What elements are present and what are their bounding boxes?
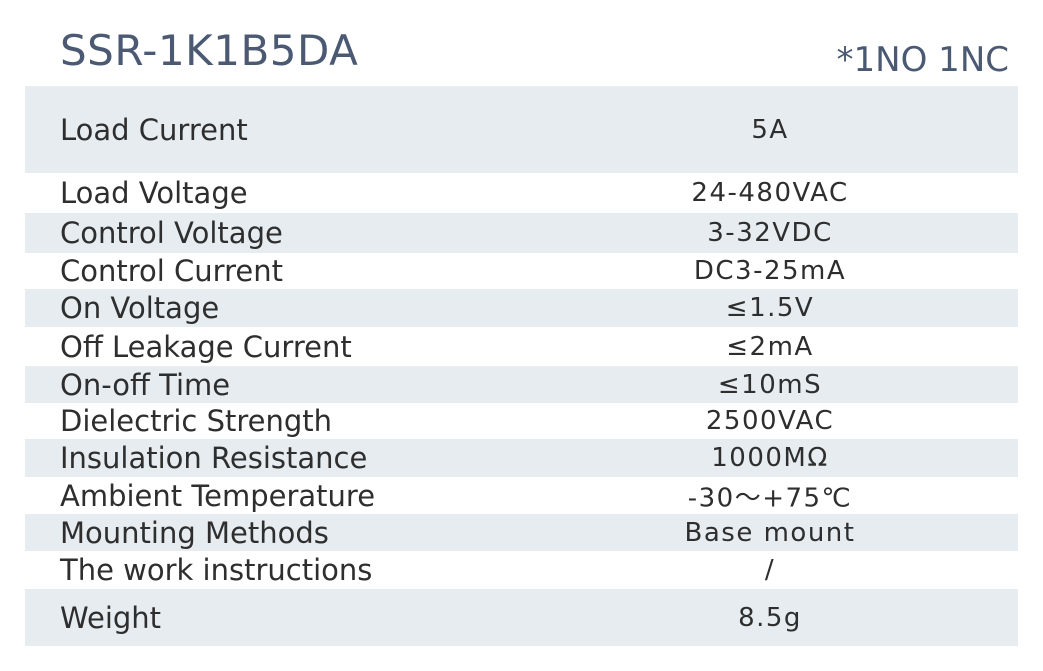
row-value: / <box>764 555 776 585</box>
row-value: Base mount <box>684 517 856 548</box>
note: *1NO 1NC <box>836 40 1009 80</box>
row-value: ≤2mA <box>726 331 814 362</box>
row-value: 8.5g <box>738 602 802 633</box>
table-row: Mounting Methods Base mount <box>25 514 1018 551</box>
title: SSR-1K1B5DA <box>60 26 359 75</box>
table-row: Weight 8.5g <box>25 589 1018 646</box>
row-label: Insulation Resistance <box>60 441 368 475</box>
table-row: Load Current 5A <box>25 86 1018 173</box>
row-label: Ambient Temperature <box>60 478 376 513</box>
row-label: The work instructions <box>60 553 373 587</box>
row-label: Off Leakage Current <box>60 329 352 364</box>
row-value: DC3-25mA <box>693 256 847 286</box>
table-row: The work instructions / <box>25 551 1018 589</box>
table-row: Control Voltage 3-32VDC <box>25 213 1018 253</box>
table-row: On-off Time ≤10mS <box>25 366 1018 403</box>
row-label: Load Voltage <box>60 176 248 210</box>
spec-table: Load Current 5A Load Voltage 24-480VAC Contr… <box>25 86 1018 646</box>
row-label: Control Current <box>60 254 283 288</box>
table-row: Load Voltage 24-480VAC <box>25 173 1018 213</box>
row-value: 2500VAC <box>705 406 835 436</box>
row-value: ≤1.5V <box>725 293 815 323</box>
table-row: Off Leakage Current ≤2mA <box>25 327 1018 366</box>
table-row: Dielectric Strength 2500VAC <box>25 403 1018 439</box>
row-value: ≤10mS <box>717 369 823 400</box>
row-value: 24-480VAC <box>691 178 849 208</box>
table-row: Insulation Resistance 1000MΩ <box>25 439 1018 477</box>
row-value: 1000MΩ <box>711 443 829 473</box>
row-value: 3-32VDC <box>707 218 833 248</box>
row-value: 5A <box>751 114 789 145</box>
table-row: Control Current DC3-25mA <box>25 253 1018 289</box>
table-row: On Voltage ≤1.5V <box>25 289 1018 327</box>
row-label: On-off Time <box>60 367 231 402</box>
row-label: On Voltage <box>60 291 220 325</box>
row-label: Mounting Methods <box>60 515 329 550</box>
row-label: Load Current <box>60 112 248 147</box>
row-label: Dielectric Strength <box>60 404 333 438</box>
row-label: Weight <box>60 600 162 635</box>
table-row: Ambient Temperature -30～+75℃ <box>25 477 1018 514</box>
row-label: Control Voltage <box>60 216 283 250</box>
row-value: -30～+75℃ <box>687 483 853 513</box>
